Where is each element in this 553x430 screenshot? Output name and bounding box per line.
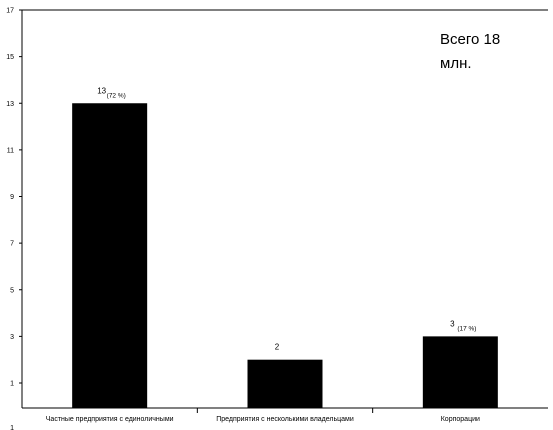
- y-tick-label: 5: [10, 287, 14, 294]
- y-tick-label: 3: [10, 334, 14, 341]
- bar: [247, 359, 323, 408]
- y-tick-label: 17: [6, 8, 14, 15]
- y-tick-label: 13: [6, 101, 14, 108]
- bar-value-label: 3: [450, 319, 455, 328]
- bar-value-label: 13: [97, 86, 106, 95]
- y-tick-label: 1: [10, 381, 14, 388]
- x-category-label: Частные предприятия с единоличными: [46, 416, 174, 423]
- bar-percent-label: (17 %): [457, 325, 476, 332]
- bar: [72, 103, 148, 408]
- bars: 13(72 %) 2 3(17 %): [72, 86, 498, 408]
- y-tick-label: 9: [10, 194, 14, 201]
- y-tick-label: 7: [10, 241, 14, 248]
- x-category-label: Предприятия с несколькими владельцами: [216, 416, 354, 423]
- x-category-label: Корпорации: [441, 416, 480, 423]
- y-tick-label: 1: [10, 425, 14, 430]
- y-tick-label: 15: [6, 54, 14, 61]
- bar: [422, 336, 498, 408]
- x-labels: Частные предприятия с единоличными Предпр…: [46, 408, 480, 423]
- bar-percent-label: (72 %): [107, 92, 126, 99]
- y-tick-label: 11: [7, 147, 14, 154]
- annotation-line-2: млн.: [440, 55, 472, 72]
- total-annotation: Всего 18 млн.: [440, 31, 500, 72]
- bar-value-label: 2: [275, 343, 280, 352]
- annotation-line-1: Всего 18: [440, 31, 500, 48]
